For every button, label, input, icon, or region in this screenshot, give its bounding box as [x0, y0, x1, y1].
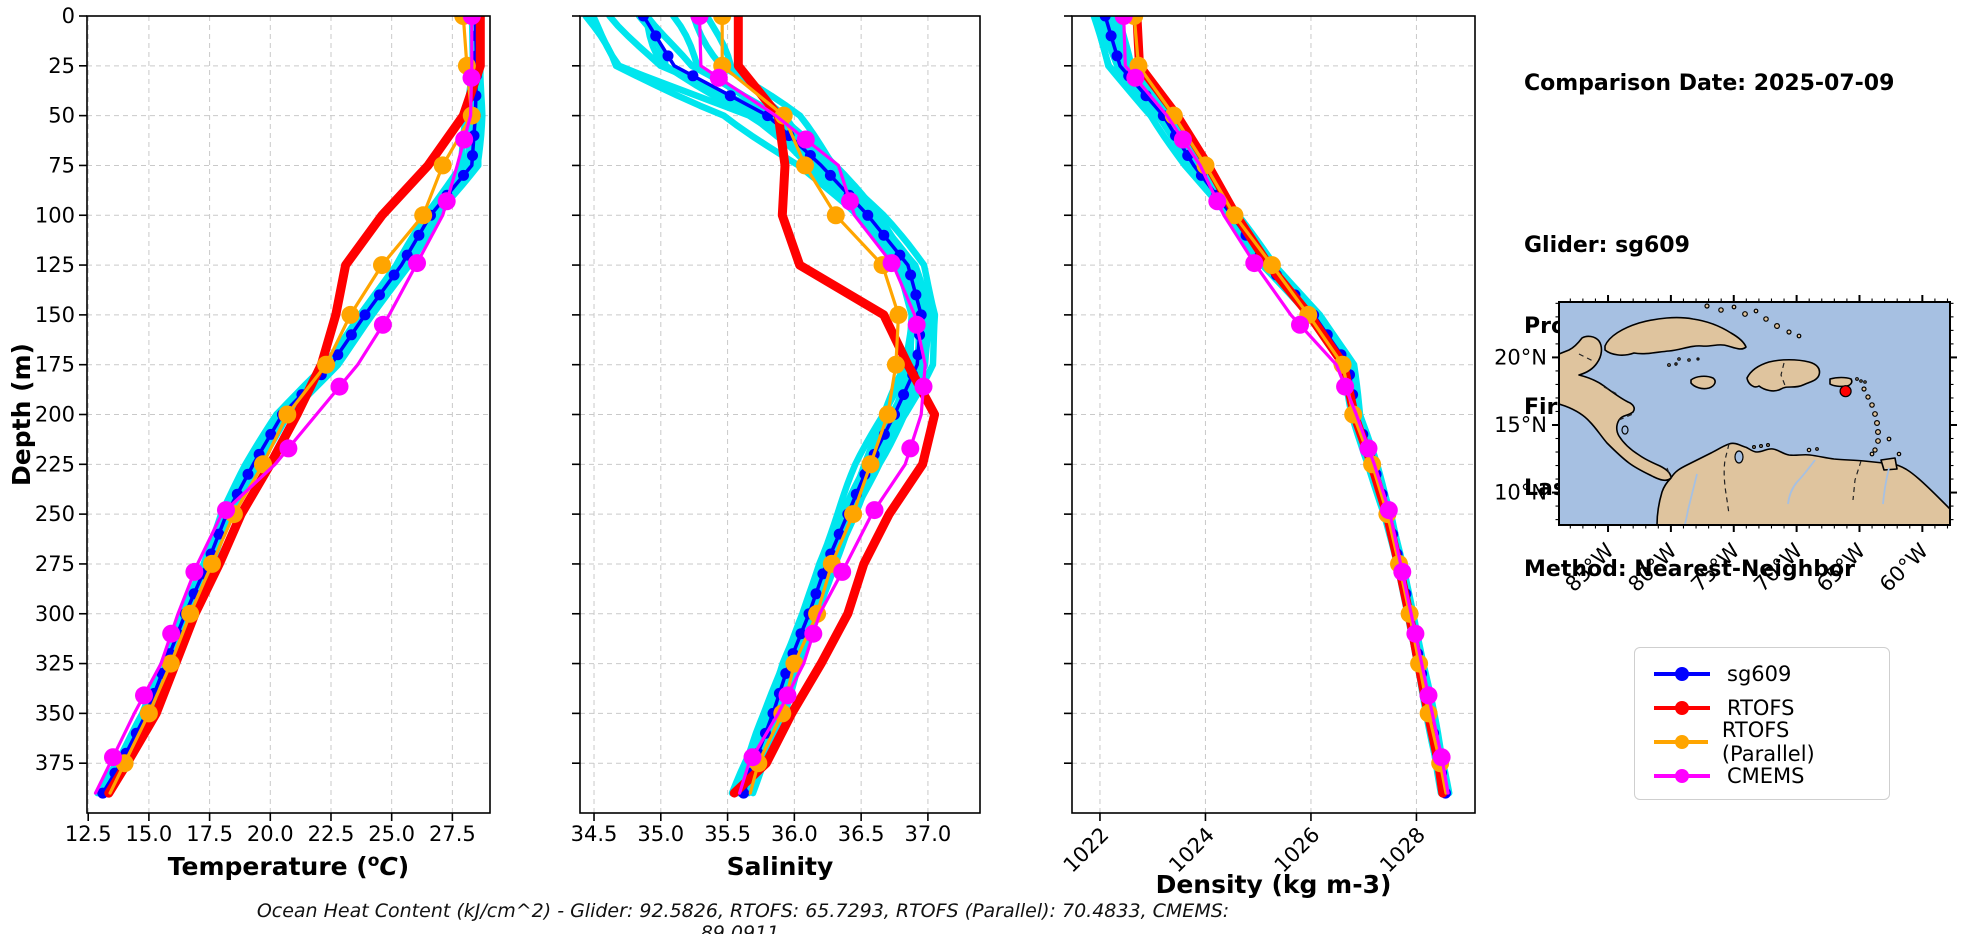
legend-line-sample	[1654, 700, 1710, 715]
map-lon-label: 65°W	[1812, 538, 1870, 596]
svg-text:35.5: 35.5	[704, 822, 751, 846]
map-lat-label: 20°N	[1494, 345, 1547, 369]
comparison-date-text: Comparison Date: 2025-07-09	[1524, 71, 1895, 96]
legend-label: RTOFS	[1727, 695, 1795, 720]
legend-item-sg609: sg609	[1651, 660, 1875, 687]
map-lon-label: 85°W	[1561, 538, 1619, 596]
svg-text:25.0: 25.0	[368, 822, 415, 846]
legend-box: sg609 RTOFS RTOFS (Parallel) CMEMS	[1634, 647, 1890, 800]
svg-text:275: 275	[35, 552, 75, 576]
svg-text:20.0: 20.0	[247, 822, 294, 846]
land-central-america	[1559, 335, 1672, 482]
svg-text:50: 50	[48, 104, 75, 128]
svg-text:12.5: 12.5	[65, 822, 112, 846]
temperature-panel: 12.5 15.0 17.5 20.0 22.5 25.0 27.5 Temperature …	[7, 4, 491, 881]
salinity-axis-title: Salinity	[727, 852, 834, 881]
map-lat-label: 10°N	[1494, 481, 1547, 505]
legend-line-sample	[1654, 734, 1708, 749]
salinity-grid	[580, 15, 980, 813]
svg-text:15.0: 15.0	[126, 822, 173, 846]
salinity-glider-band	[582, 16, 939, 797]
glider-location-marker	[1839, 385, 1852, 398]
legend-label: RTOFS (Parallel)	[1721, 717, 1815, 766]
svg-text:17.5: 17.5	[186, 822, 233, 846]
svg-text:225: 225	[35, 452, 75, 476]
svg-text:34.5: 34.5	[571, 822, 618, 846]
land-small-islands	[1667, 303, 1902, 457]
glider-text: Glider: sg609	[1524, 233, 1690, 258]
svg-text:175: 175	[35, 353, 75, 377]
legend-item-rtofs: RTOFS	[1651, 694, 1875, 721]
info-spacer	[1524, 151, 1894, 178]
ohc-footer: Ocean Heat Content (kJ/cm^2) - Glider: 9…	[256, 900, 1230, 934]
salinity-panel: 34.5 35.0 35.5 36.0 36.5 37.0 Salinity	[571, 15, 981, 881]
map-inset: 20°N 15°N 10°N 85°W 80°W 75°W 70°W 65°W 60°W	[1494, 295, 1957, 597]
map-borders	[1578, 353, 1862, 515]
land-cuba	[1604, 316, 1747, 356]
temperature-axis-title: Temperature (oC)	[168, 851, 409, 881]
svg-text:350: 350	[35, 701, 75, 725]
map-lon-label: 75°W	[1686, 538, 1744, 596]
land-trinidad	[1880, 457, 1898, 471]
svg-text:75: 75	[48, 153, 75, 177]
temperature-series-cmems	[93, 16, 481, 795]
legend-label: CMEMS	[1727, 763, 1805, 788]
temperature-grid	[87, 15, 490, 813]
density-axis-title: Density (kg m-3)	[1156, 870, 1392, 899]
legend-item-cmems: CMEMS	[1651, 762, 1875, 789]
svg-text:35.0: 35.0	[637, 822, 684, 846]
density-series-cmems	[1114, 16, 1451, 795]
svg-text:25: 25	[48, 54, 75, 78]
svg-text:27.5: 27.5	[429, 822, 476, 846]
svg-text:325: 325	[35, 652, 75, 676]
depth-axis-title: Depth (m)	[7, 343, 36, 486]
salinity-series-rtofs	[729, 16, 940, 798]
map-lon-label: 70°W	[1749, 538, 1807, 596]
svg-text:250: 250	[35, 502, 75, 526]
svg-text:300: 300	[35, 602, 75, 626]
temperature-series-rtofs-parallel	[108, 16, 481, 795]
salinity-series-cmems	[690, 16, 933, 795]
land-puerto-rico	[1829, 376, 1853, 388]
map-lat-label: 15°N	[1494, 413, 1547, 437]
svg-text:125: 125	[35, 253, 75, 277]
legend-item-rtofs-parallel: RTOFS (Parallel)	[1651, 718, 1875, 766]
svg-text:1022: 1022	[1059, 823, 1114, 878]
density-glider-band	[1090, 16, 1453, 797]
legend-line-sample	[1654, 666, 1710, 681]
svg-text:36.5: 36.5	[838, 822, 885, 846]
legend-line-sample	[1654, 768, 1710, 783]
legend-label: sg609	[1727, 661, 1792, 686]
salinity-series-rtofs-parallel	[713, 16, 908, 795]
svg-text:100: 100	[35, 203, 75, 227]
method-text: Method: Nearest-Neighbor	[1524, 557, 1855, 582]
map-lakes	[1621, 425, 1744, 464]
map-landmasses	[1559, 303, 1950, 525]
profile-charts: 12.5 15.0 17.5 20.0 22.5 25.0 27.5 Temperature …	[7, 4, 1476, 899]
svg-text:36.0: 36.0	[771, 822, 818, 846]
land-hispaniola	[1746, 358, 1821, 392]
svg-text:375: 375	[35, 751, 75, 775]
land-south-america	[1656, 442, 1950, 525]
temperature-series-rtofs	[104, 16, 485, 798]
svg-text:22.5: 22.5	[308, 822, 355, 846]
svg-text:37.0: 37.0	[905, 822, 952, 846]
map-frame	[1558, 301, 1951, 526]
density-series-sg609	[1099, 16, 1451, 799]
svg-text:200: 200	[35, 403, 75, 427]
svg-text:150: 150	[35, 303, 75, 327]
map-lon-label: 60°W	[1875, 538, 1933, 596]
density-grid	[1072, 15, 1475, 813]
map-rivers	[1684, 459, 1890, 525]
land-jamaica	[1690, 375, 1716, 390]
map-lon-label: 80°W	[1623, 538, 1681, 596]
svg-text:0: 0	[62, 4, 75, 28]
